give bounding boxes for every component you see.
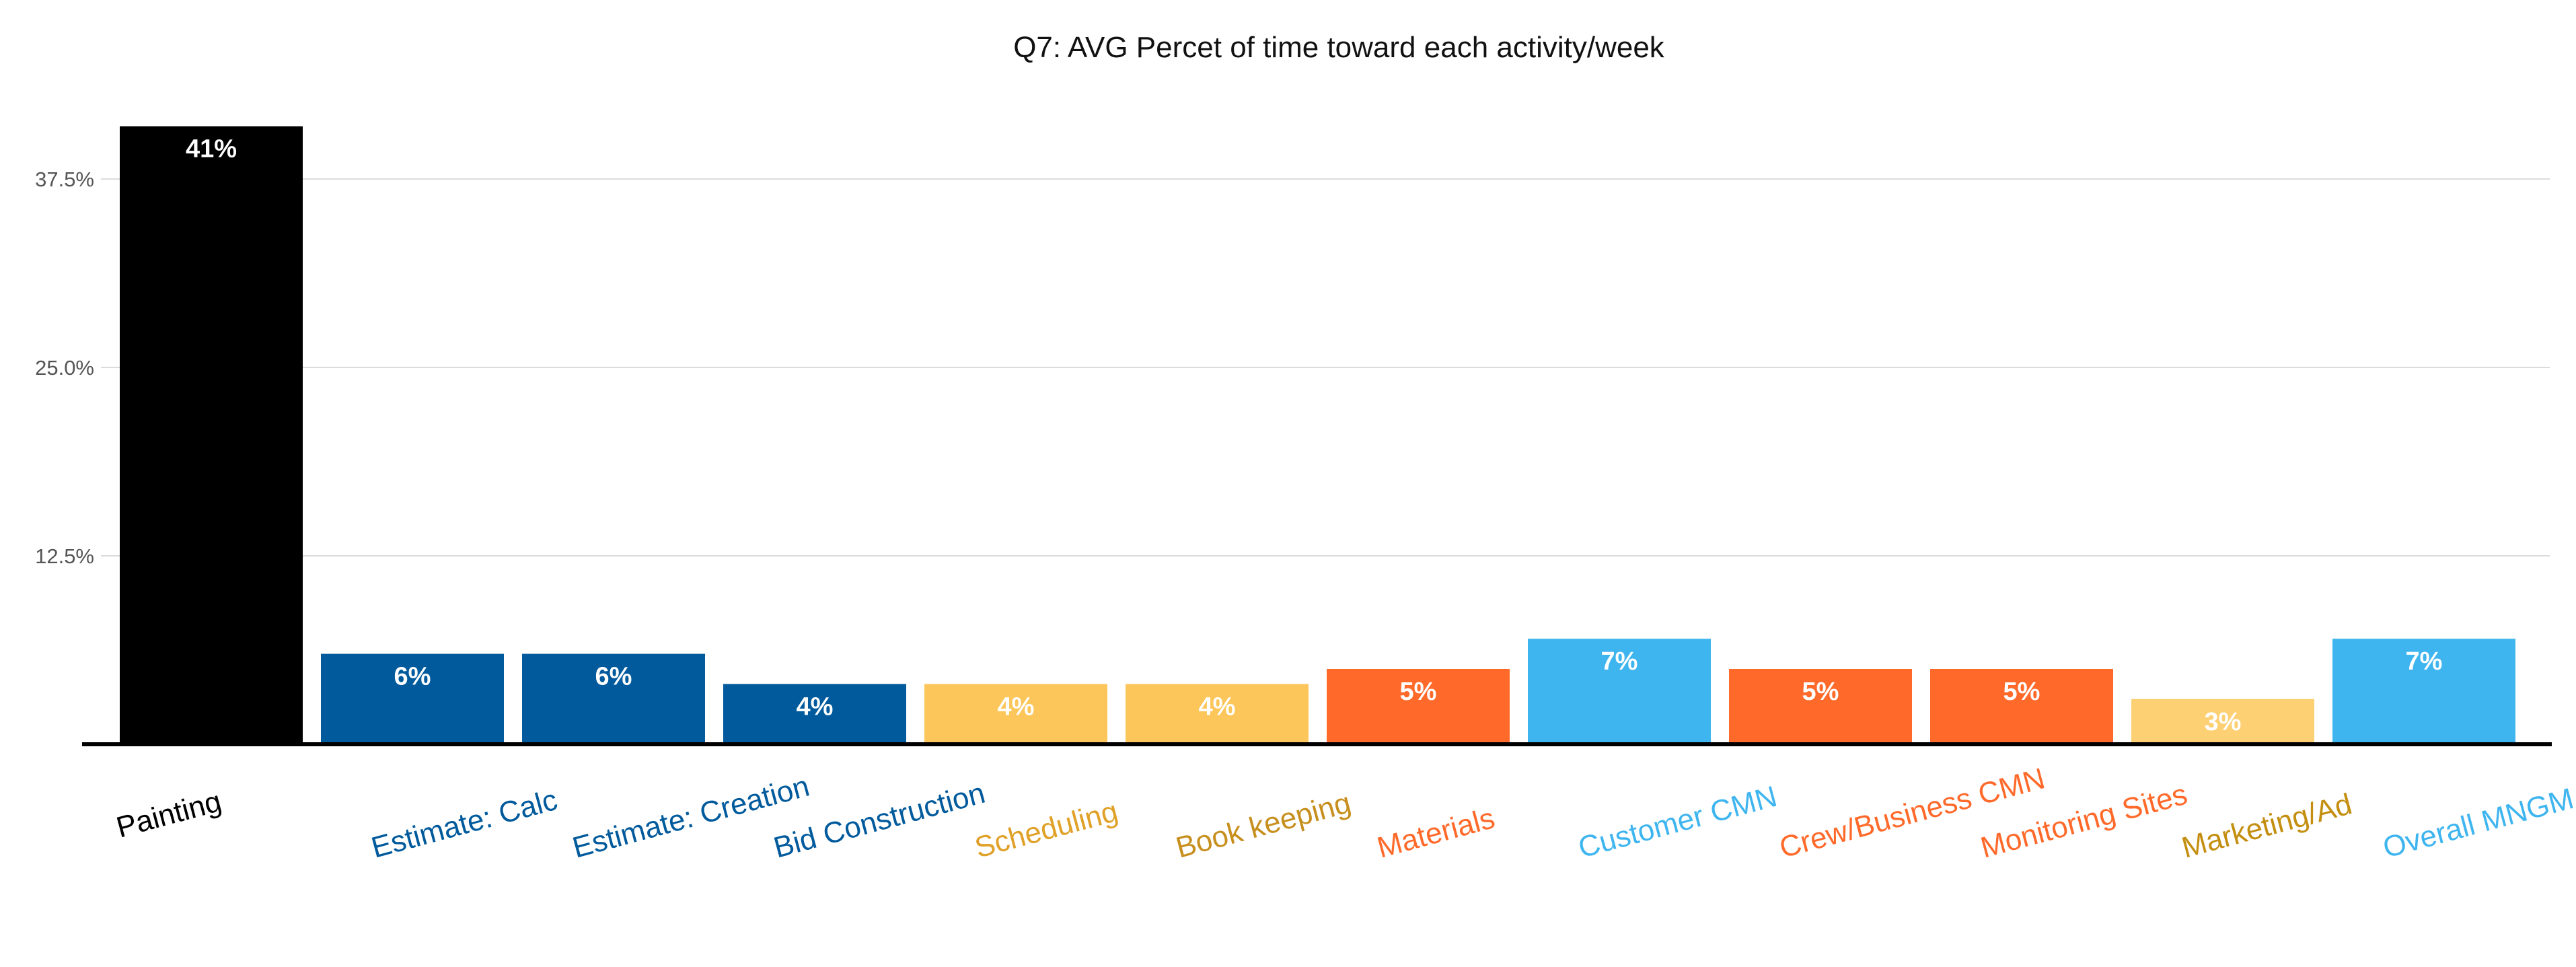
data-label: 6%	[595, 663, 632, 691]
data-label: 6%	[394, 663, 431, 691]
x-tick-label: Scheduling	[971, 795, 1121, 865]
data-label: 7%	[1601, 647, 1638, 676]
y-tick-label: 37.5%	[35, 168, 94, 191]
y-tick-label: 12.5%	[35, 544, 94, 568]
data-label: 4%	[998, 692, 1035, 721]
bar	[1729, 669, 1912, 744]
data-label: 4%	[797, 692, 834, 721]
data-label: 5%	[1400, 678, 1437, 706]
chart-title: Q7: AVG Percet of time toward each activ…	[1013, 31, 1665, 64]
grid-layer: 12.5% 25.0% 37.5%	[35, 168, 2550, 568]
data-label: 41%	[186, 135, 237, 164]
data-label: 5%	[2003, 678, 2040, 706]
data-label: 5%	[1802, 678, 1839, 706]
category-label-layer: Painting Estimate: Calc Estimate: Creation…	[113, 762, 2576, 864]
data-label: 4%	[1199, 692, 1236, 721]
x-tick-label: Materials	[1374, 801, 1498, 865]
bar	[522, 653, 705, 744]
bar	[1126, 684, 1309, 744]
data-label: 7%	[2406, 647, 2443, 676]
bar	[723, 684, 906, 744]
bar-layer: 41% 6% 6% 4% 4% 4% 5% 7% 5% 5% 3% 7%	[120, 126, 2515, 745]
bar	[1327, 669, 1510, 744]
bar	[924, 684, 1107, 744]
x-tick-label: Overall MNGM	[2380, 782, 2576, 865]
x-tick-label: Painting	[113, 785, 225, 844]
x-tick-label: Marketing/Ad	[2178, 787, 2355, 864]
data-label: 3%	[2205, 708, 2242, 736]
bar	[120, 126, 303, 745]
bar	[2332, 639, 2515, 744]
x-tick-label: Customer CMN	[1575, 780, 1781, 865]
y-tick-label: 25.0%	[35, 356, 94, 380]
x-tick-label: Book keeping	[1173, 786, 1354, 864]
bar	[1528, 639, 1711, 744]
bar	[2131, 699, 2314, 744]
x-tick-label: Estimate: Calc	[368, 783, 561, 865]
bar	[321, 653, 504, 744]
bar	[1930, 669, 2113, 744]
